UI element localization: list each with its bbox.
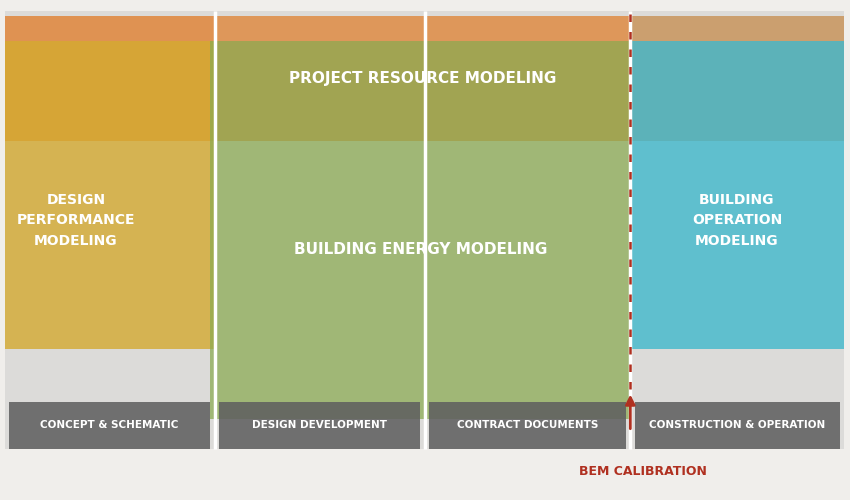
Text: BUILDING ENERGY MODELING: BUILDING ENERGY MODELING bbox=[293, 242, 547, 258]
Text: CONSTRUCTION & OPERATION: CONSTRUCTION & OPERATION bbox=[649, 420, 825, 430]
Text: CONCEPT & SCHEMATIC: CONCEPT & SCHEMATIC bbox=[41, 420, 178, 430]
Bar bbox=[634, 402, 841, 449]
Bar bbox=[631, 16, 845, 140]
Bar bbox=[4, 12, 214, 449]
Bar bbox=[631, 41, 845, 350]
Bar bbox=[4, 16, 214, 140]
Text: DESIGN
PERFORMANCE
MODELING: DESIGN PERFORMANCE MODELING bbox=[17, 192, 135, 248]
Bar bbox=[214, 12, 424, 449]
Text: PROJECT RESOURCE MODELING: PROJECT RESOURCE MODELING bbox=[289, 71, 556, 86]
Bar bbox=[428, 402, 626, 449]
Bar bbox=[8, 402, 211, 449]
Bar bbox=[424, 12, 631, 449]
Bar bbox=[214, 16, 631, 140]
Bar bbox=[631, 12, 845, 449]
Text: CONTRACT DOCUMENTS: CONTRACT DOCUMENTS bbox=[456, 420, 598, 430]
Text: BEM CALIBRATION: BEM CALIBRATION bbox=[579, 465, 707, 478]
Bar bbox=[218, 402, 421, 449]
Text: BUILDING
OPERATION
MODELING: BUILDING OPERATION MODELING bbox=[692, 192, 782, 248]
Text: DESIGN DEVELOPMENT: DESIGN DEVELOPMENT bbox=[252, 420, 387, 430]
Bar bbox=[4, 41, 214, 350]
Bar bbox=[211, 41, 631, 419]
